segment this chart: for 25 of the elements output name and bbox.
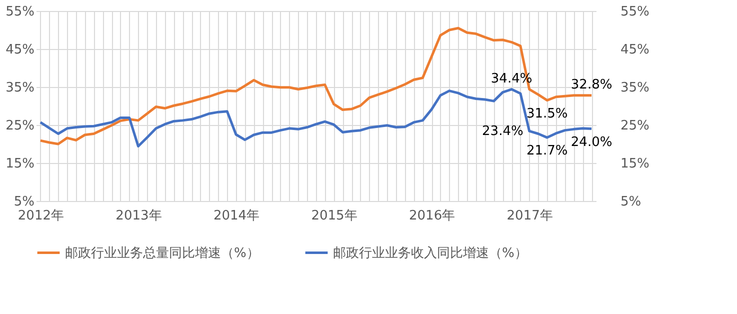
data-label: 23.4% bbox=[482, 124, 524, 140]
y2-tick-label: 25% bbox=[620, 118, 650, 134]
y2-tick-label: 45% bbox=[620, 42, 650, 58]
y2-tick-label: 5% bbox=[620, 194, 642, 210]
x-tick-label: 2015年 bbox=[311, 208, 358, 224]
data-label: 21.7% bbox=[526, 144, 568, 159]
data-label: 32.8% bbox=[570, 77, 612, 92]
data-label: 24.0% bbox=[570, 134, 612, 150]
y-tick-label: 45% bbox=[6, 42, 34, 58]
y2-tick-label: 35% bbox=[620, 80, 650, 96]
y-tick-label: 15% bbox=[6, 156, 34, 172]
y-tick-label: 5% bbox=[14, 194, 34, 210]
legend-label: 邮政行业业务总量同比增速（%） bbox=[65, 246, 260, 261]
y2-tick-label: 55% bbox=[620, 4, 650, 20]
y-tick-label: 35% bbox=[6, 80, 34, 96]
y2-tick-label: 15% bbox=[620, 156, 650, 172]
x-tick-label: 2017年 bbox=[506, 208, 553, 224]
x-tick-label: 2016年 bbox=[409, 208, 456, 224]
x-tick-label: 2014年 bbox=[213, 208, 260, 224]
y-tick-label: 55% bbox=[6, 4, 34, 20]
x-tick-label: 2013年 bbox=[116, 208, 162, 224]
data-label: 31.5% bbox=[526, 106, 568, 122]
y-tick-label: 25% bbox=[6, 118, 34, 134]
legend-label: 邮政行业业务收入同比增速（%） bbox=[333, 246, 528, 261]
x-tick-label: 2012年 bbox=[18, 208, 64, 224]
